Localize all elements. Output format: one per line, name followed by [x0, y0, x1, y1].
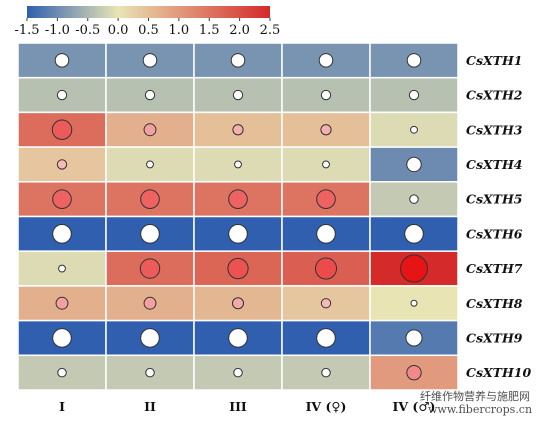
value-circle: [314, 257, 338, 280]
value-circle: [233, 367, 243, 378]
value-circle: [228, 328, 248, 348]
colorbar-tick-label: -1.0: [45, 23, 70, 38]
value-circle: [234, 160, 242, 169]
value-circle: [52, 328, 72, 348]
watermark: 纤维作物营养与施肥网 www.fibercrops.cn: [420, 389, 532, 416]
row-label: CsXTH9: [466, 330, 523, 345]
value-circle: [143, 296, 157, 310]
heatmap-circles: [51, 53, 428, 381]
column-labels: I II III IV (♀) IV (♂): [59, 399, 435, 414]
watermark-url: www.fibercrops.cn: [428, 403, 532, 416]
colorbar-tick-label: 2.0: [229, 23, 250, 38]
value-circle: [140, 189, 160, 209]
value-circle: [139, 258, 161, 279]
value-circle: [406, 156, 422, 173]
value-circle: [52, 224, 72, 244]
value-circle: [51, 119, 73, 140]
value-circle: [316, 328, 336, 348]
value-circle: [140, 328, 160, 348]
value-circle: [322, 160, 330, 169]
value-circle: [400, 254, 428, 283]
value-circle: [230, 53, 246, 68]
row-label: CsXTH2: [466, 88, 523, 103]
value-circle: [232, 124, 244, 136]
value-circle: [228, 189, 248, 209]
value-circle: [408, 89, 420, 101]
value-circle: [52, 189, 72, 209]
value-circle: [320, 89, 332, 101]
row-label: CsXTH7: [466, 261, 523, 276]
value-circle: [405, 329, 423, 347]
colorbar-tick-label: -1.5: [14, 23, 39, 38]
value-circle: [56, 89, 68, 101]
value-circle: [318, 53, 334, 68]
value-circle: [143, 123, 157, 137]
colorbar-tick-label: 1.5: [199, 23, 220, 38]
row-label: CsXTH5: [466, 192, 523, 207]
colorbar-tick-label: 0.0: [108, 23, 129, 38]
colorbar-tick-label: 0.5: [138, 23, 159, 38]
value-circle: [409, 194, 419, 204]
value-circle: [410, 299, 418, 307]
value-circle: [320, 298, 332, 309]
colorbar-tick-label: -0.5: [75, 23, 100, 38]
column-label: IV (♂): [393, 399, 436, 414]
value-circle: [58, 264, 66, 273]
value-circle: [144, 89, 156, 101]
value-circle: [316, 189, 336, 209]
row-label: CsXTH8: [466, 296, 523, 311]
value-circle: [231, 297, 245, 310]
watermark-text: 纤维作物营养与施肥网: [420, 389, 530, 403]
row-label: CsXTH4: [466, 157, 523, 172]
row-label: CsXTH3: [466, 122, 523, 137]
colorbar: [27, 6, 270, 18]
column-label: IV (♀): [306, 399, 347, 414]
column-label: III: [229, 399, 247, 414]
colorbar-ticks: -1.5 -1.0 -0.5 0.0 0.5 1.0 1.5 2.0 2.5: [14, 18, 280, 38]
value-circle: [57, 367, 67, 378]
column-label: II: [144, 399, 156, 414]
value-circle: [406, 364, 422, 381]
value-circle: [145, 367, 155, 378]
heatmap-cell: [369, 354, 459, 391]
value-circle: [227, 257, 249, 280]
colorbar-tick-label: 2.5: [260, 23, 281, 38]
column-label: I: [59, 399, 65, 414]
row-labels: CsXTH1 CsXTH2 CsXTH3 CsXTH4 CsXTH5 CsXTH6 CsXT…: [466, 53, 531, 380]
value-circle: [140, 224, 160, 244]
value-circle: [55, 296, 69, 310]
value-circle: [410, 125, 418, 134]
row-label: CsXTH1: [466, 53, 523, 68]
value-circle: [142, 53, 158, 68]
value-circle: [228, 224, 248, 244]
row-label: CsXTH6: [466, 226, 523, 241]
value-circle: [404, 224, 424, 244]
value-circle: [54, 53, 70, 68]
value-circle: [321, 367, 331, 378]
heatmap-cell: [193, 111, 283, 148]
colorbar-tick-label: 1.0: [169, 23, 190, 38]
value-circle: [146, 160, 154, 169]
row-label: CsXTH10: [466, 365, 531, 380]
value-circle: [320, 124, 332, 136]
value-circle: [406, 53, 422, 68]
value-circle: [316, 224, 336, 244]
value-circle: [232, 89, 244, 101]
value-circle: [56, 159, 68, 170]
